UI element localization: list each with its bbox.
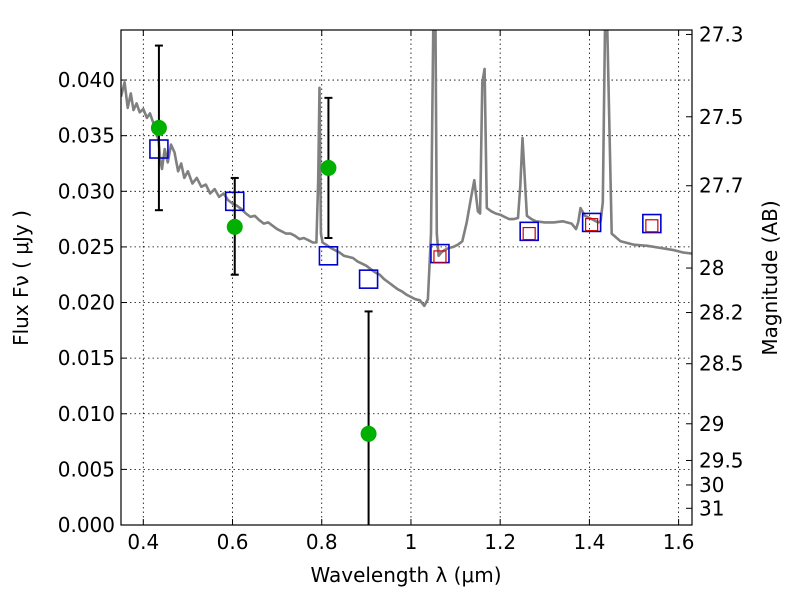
y-tick-label: 0.010 bbox=[58, 402, 115, 426]
y-tick-label: 0.025 bbox=[58, 235, 115, 259]
right-tick-label: 29 bbox=[699, 412, 724, 436]
blue-square-point bbox=[519, 221, 539, 242]
green-point bbox=[360, 425, 377, 442]
x-tick-label: 1 bbox=[405, 530, 418, 554]
y-axis-label: Flux Fν ( μJy ) bbox=[9, 210, 33, 346]
x-tick-label: 0.8 bbox=[306, 530, 338, 554]
right-tick-label: 28.2 bbox=[699, 301, 744, 325]
y-tick-label: 0.005 bbox=[58, 457, 115, 481]
right-tick-label: 31 bbox=[699, 496, 724, 520]
x-tick-label: 1.2 bbox=[484, 530, 516, 554]
green-point bbox=[226, 218, 243, 235]
blue-square-point bbox=[358, 269, 379, 289]
plot-frame bbox=[120, 29, 693, 526]
x-tick-label: 1.6 bbox=[663, 530, 695, 554]
green-point bbox=[320, 159, 337, 176]
right-tick-label: 27.7 bbox=[699, 174, 744, 198]
right-tick-label: 28 bbox=[699, 256, 724, 280]
y-axis-right-label: Magnitude (AB) bbox=[758, 200, 782, 355]
red-square-point bbox=[433, 250, 447, 264]
axis-layer: 0.4 0.6 0.8 1 1.2 1.4 1.6 0.000 0.005 0.010 0.015 0… bbox=[58, 22, 744, 554]
red-square-point bbox=[585, 218, 599, 232]
blue-square-point bbox=[581, 212, 602, 233]
green-point bbox=[150, 119, 167, 136]
red-square-point bbox=[645, 219, 659, 233]
right-tick-label: 29.5 bbox=[699, 448, 744, 472]
y-tick-label: 0.015 bbox=[58, 346, 115, 370]
red-square-point bbox=[522, 226, 536, 241]
y-tick-label: 0.035 bbox=[58, 124, 115, 148]
y-tick-label: 0.020 bbox=[58, 291, 115, 315]
y-tick-label: 0.000 bbox=[58, 513, 115, 537]
right-tick-label: 27.3 bbox=[699, 22, 744, 46]
x-tick-label: 1.4 bbox=[573, 530, 605, 554]
grid-lines bbox=[121, 30, 692, 526]
spectrum-line bbox=[121, 30, 692, 308]
blue-square-point bbox=[642, 213, 662, 234]
right-tick-label: 30 bbox=[699, 473, 724, 497]
y-tick-label: 0.030 bbox=[58, 179, 115, 203]
x-tick-label: 0.6 bbox=[217, 530, 249, 554]
data-layer bbox=[121, 30, 692, 525]
blue-square-point bbox=[318, 246, 339, 266]
right-tick-label: 27.5 bbox=[699, 105, 744, 129]
x-axis-label: Wavelength λ (μm) bbox=[310, 563, 501, 587]
y-tick-label: 0.040 bbox=[58, 68, 115, 92]
right-tick-label: 28.5 bbox=[699, 352, 744, 376]
x-tick-label: 0.4 bbox=[127, 530, 159, 554]
